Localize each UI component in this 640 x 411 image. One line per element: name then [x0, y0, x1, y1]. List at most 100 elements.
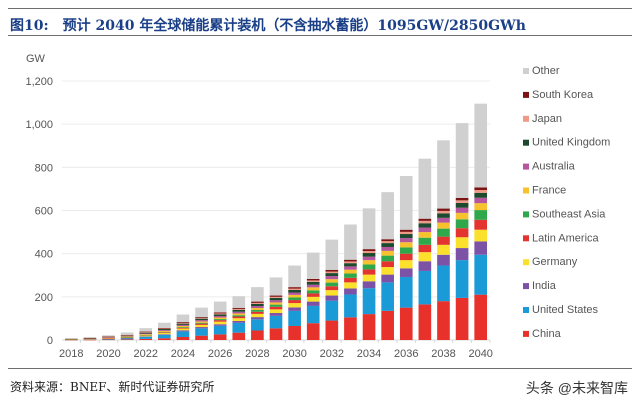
legend-item-southeast-asia: Southeast Asia [523, 208, 606, 220]
bar-segment-other [399, 175, 413, 230]
legend-swatch [523, 115, 529, 122]
legend: Other South Korea Japan United Kingdom Austr… [523, 65, 610, 340]
bar-segment-southeast-asia [344, 273, 357, 278]
bar-segment-japan [418, 220, 432, 224]
bar-segment-other [455, 123, 469, 198]
legend-swatch [523, 211, 529, 218]
bar-segment-southeast-asia [195, 322, 208, 324]
bar-segment-india [288, 307, 301, 311]
legend-label: Australia [532, 161, 576, 173]
bar-segment-japan [269, 296, 283, 298]
legend-swatch [523, 283, 529, 290]
bar-2022 [139, 328, 156, 343]
bar-segment-south-korea [158, 327, 171, 329]
bar-segment-united-kingdom [288, 289, 301, 293]
bar-segment-south-korea [120, 334, 134, 336]
bar-segment-india [158, 334, 171, 335]
bar-segment-china [269, 328, 283, 340]
x-tick-label: 2032 [320, 348, 344, 360]
legend-item-france: France [523, 185, 566, 197]
bar-segment-south-korea [344, 259, 357, 262]
legend-swatch [523, 187, 529, 194]
bar-segment-other [344, 224, 357, 260]
y-tick-label: 800 [35, 162, 53, 174]
bar-segment-other [362, 208, 376, 250]
bar-segment-united-states [158, 334, 171, 339]
bar-segment-germany [176, 328, 190, 331]
bar-segment-united-states [362, 288, 376, 315]
bar-segment-japan [232, 308, 246, 310]
bar-segment-japan [158, 328, 171, 330]
header-top-rule [8, 8, 632, 9]
bar-segment-germany [418, 252, 432, 262]
bar-segment-latin-america [344, 277, 357, 283]
bar-segment-china [344, 317, 357, 340]
bar-segment-southeast-asia [381, 255, 394, 262]
bar-2025 [195, 307, 212, 343]
bar-segment-south-korea [288, 287, 301, 289]
bar-segment-germany [455, 237, 469, 249]
bar-segment-australia [288, 292, 301, 295]
bar-segment-japan [455, 200, 469, 203]
bar-segment-germany [306, 296, 320, 302]
bar-segment-india [362, 281, 376, 289]
bar-segment-germany [325, 290, 339, 296]
bar-segment-southeast-asia [474, 210, 488, 220]
bar-segment-france [306, 287, 320, 291]
bar-segment-india [213, 324, 227, 326]
bar-segment-united-states [474, 254, 488, 295]
y-tick-label: 0 [47, 335, 53, 347]
bar-segment-southeast-asia [213, 319, 227, 321]
bar-segment-united-kingdom [455, 202, 469, 208]
bar-segment-india [325, 295, 339, 301]
bar-segment-southeast-asia [176, 327, 190, 328]
bar-2038 [437, 140, 454, 343]
bar-segment-china [437, 301, 450, 340]
bar-segment-united-states [251, 319, 264, 331]
legend-swatch [523, 235, 529, 242]
bar-segment-australia [120, 336, 134, 337]
bar-segment-australia [362, 256, 376, 261]
bar-2027 [232, 296, 249, 343]
bar-segment-united-states [325, 300, 339, 321]
bar-segment-india [381, 274, 394, 283]
bar-segment-australia [474, 197, 488, 204]
legend-item-south-korea: South Korea [523, 89, 594, 101]
legend-swatch [523, 139, 529, 146]
bar-segment-japan [381, 241, 394, 244]
legend-swatch [523, 330, 529, 337]
bar-segment-united-kingdom [251, 303, 264, 307]
legend-swatch [523, 68, 529, 74]
bar-segment-japan [120, 335, 134, 336]
bar-segment-australia [306, 284, 320, 288]
bar-segment-united-kingdom [362, 253, 376, 257]
bar-2035 [381, 192, 398, 343]
bar-segment-germany [251, 313, 264, 318]
bar-segment-japan [325, 271, 339, 274]
bar-2024 [176, 314, 193, 343]
bar-segment-other [120, 332, 134, 335]
bar-segment-australia [381, 246, 394, 251]
bar-segment-france [381, 250, 394, 256]
y-tick-label: 1,200 [25, 76, 53, 88]
bar-segment-china [251, 330, 264, 340]
bar-segment-india [399, 268, 413, 277]
bar-segment-south-korea [325, 269, 339, 272]
bar-segment-france [418, 232, 432, 238]
bar-segment-germany [399, 260, 413, 269]
bar-segment-germany [344, 282, 357, 289]
bar-segment-other [64, 338, 78, 339]
bar-segment-latin-america [269, 306, 283, 310]
bar-segment-united-states [437, 265, 450, 302]
bar-segment-latin-america [437, 236, 450, 245]
bar-segment-united-kingdom [474, 192, 488, 198]
bar-segment-other [213, 301, 227, 313]
bar-segment-southeast-asia [325, 282, 339, 287]
bar-2033 [344, 224, 361, 343]
bar-segment-united-kingdom [139, 332, 153, 334]
bar-segment-southeast-asia [139, 334, 153, 336]
x-axis-ticks: 2018 2020 2022 2024 2026 2028 2030 2032 2034 2036… [59, 348, 493, 360]
bar-segment-south-korea [399, 229, 413, 232]
bar-segment-germany [474, 229, 488, 242]
bar-segment-germany [269, 309, 283, 314]
